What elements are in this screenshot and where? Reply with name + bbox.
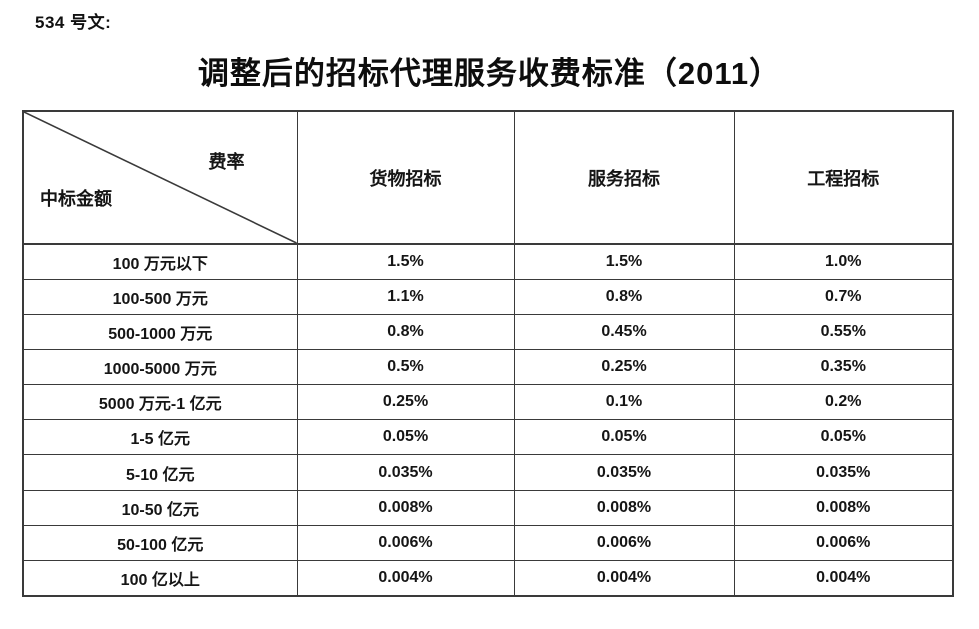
works-rate-cell: 0.035% — [733, 454, 954, 491]
services-rate-cell: 0.25% — [513, 349, 735, 386]
corner-label-amount: 中标金额 — [40, 189, 112, 209]
corner-label-rate: 费率 — [208, 152, 245, 172]
services-rate-cell: 0.006% — [513, 524, 735, 561]
fee-table: 费率 中标金额 货物招标 服务招标 工程招标 100 万元以下 1.5% 1.5… — [22, 110, 954, 597]
table-row: 5000 万元-1 亿元 0.25% 0.1% 0.2% — [22, 384, 954, 421]
services-rate-cell: 1.5% — [513, 243, 735, 281]
column-header-services: 服务招标 — [513, 110, 735, 245]
amount-range-cell: 5-10 亿元 — [22, 454, 298, 491]
services-rate-cell: 0.45% — [513, 314, 735, 351]
amount-range-cell: 100-500 万元 — [22, 279, 298, 316]
goods-rate-cell: 1.5% — [296, 243, 515, 281]
amount-range-cell: 100 亿以上 — [22, 559, 298, 597]
works-rate-cell: 0.55% — [733, 314, 954, 351]
services-rate-cell: 0.008% — [513, 489, 735, 526]
works-rate-cell: 0.006% — [733, 524, 954, 561]
table-row: 100 万元以下 1.5% 1.5% 1.0% — [22, 243, 954, 281]
goods-rate-cell: 0.8% — [296, 314, 515, 351]
amount-range-cell: 5000 万元-1 亿元 — [22, 384, 298, 421]
works-rate-cell: 1.0% — [733, 243, 954, 281]
works-rate-cell: 0.35% — [733, 349, 954, 386]
goods-rate-cell: 0.5% — [296, 349, 515, 386]
services-rate-cell: 0.004% — [513, 559, 735, 597]
table-row: 50-100 亿元 0.006% 0.006% 0.006% — [22, 524, 954, 561]
services-rate-cell: 0.05% — [513, 419, 735, 456]
amount-range-cell: 1-5 亿元 — [22, 419, 298, 456]
goods-rate-cell: 0.004% — [296, 559, 515, 597]
table-row: 1000-5000 万元 0.5% 0.25% 0.35% — [22, 349, 954, 386]
amount-range-cell: 1000-5000 万元 — [22, 349, 298, 386]
table-row: 100 亿以上 0.004% 0.004% 0.004% — [22, 559, 954, 597]
table-row: 10-50 亿元 0.008% 0.008% 0.008% — [22, 489, 954, 526]
doc-number-label: 534 号文: — [35, 13, 112, 32]
column-header-works: 工程招标 — [733, 110, 954, 245]
goods-rate-cell: 0.035% — [296, 454, 515, 491]
table-row: 500-1000 万元 0.8% 0.45% 0.55% — [22, 314, 954, 351]
corner-header-cell: 费率 中标金额 — [22, 110, 298, 245]
works-rate-cell: 0.004% — [733, 559, 954, 597]
goods-rate-cell: 0.05% — [296, 419, 515, 456]
table-row: 100-500 万元 1.1% 0.8% 0.7% — [22, 279, 954, 316]
services-rate-cell: 0.8% — [513, 279, 735, 316]
fee-table-body: 100 万元以下 1.5% 1.5% 1.0% 100-500 万元 1.1% … — [22, 243, 954, 597]
table-row: 5-10 亿元 0.035% 0.035% 0.035% — [22, 454, 954, 491]
amount-range-cell: 100 万元以下 — [22, 243, 298, 281]
works-rate-cell: 0.2% — [733, 384, 954, 421]
works-rate-cell: 0.05% — [733, 419, 954, 456]
goods-rate-cell: 1.1% — [296, 279, 515, 316]
works-rate-cell: 0.7% — [733, 279, 954, 316]
services-rate-cell: 0.035% — [513, 454, 735, 491]
page-title: 调整后的招标代理服务收费标准（2011） — [197, 56, 782, 91]
amount-range-cell: 10-50 亿元 — [22, 489, 298, 526]
goods-rate-cell: 0.006% — [296, 524, 515, 561]
goods-rate-cell: 0.25% — [296, 384, 515, 421]
goods-rate-cell: 0.008% — [296, 489, 515, 526]
table-row: 1-5 亿元 0.05% 0.05% 0.05% — [22, 419, 954, 456]
services-rate-cell: 0.1% — [513, 384, 735, 421]
diagonal-line — [24, 112, 297, 243]
amount-range-cell: 500-1000 万元 — [22, 314, 298, 351]
works-rate-cell: 0.008% — [733, 489, 954, 526]
amount-range-cell: 50-100 亿元 — [22, 524, 298, 561]
header-row: 费率 中标金额 货物招标 服务招标 工程招标 — [22, 110, 954, 245]
column-header-goods: 货物招标 — [296, 110, 515, 245]
